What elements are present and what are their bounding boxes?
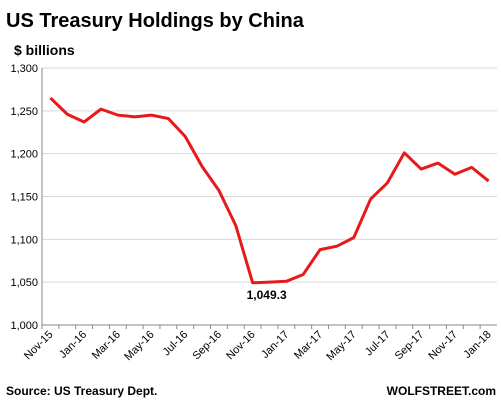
y-tick-label: 1,000 [10, 320, 38, 332]
x-tick-label: Jan-17 [259, 329, 291, 361]
x-tick-label: Nov-16 [224, 329, 258, 363]
x-tick-label: Nov-17 [426, 329, 460, 363]
x-tick-label: Sep-17 [393, 329, 427, 363]
value-label: 1,049.3 [247, 288, 287, 302]
x-tick-label: Nov-15 [22, 329, 56, 363]
x-tick-label: Mar-16 [90, 329, 123, 362]
unit-label: $ billions [14, 42, 75, 58]
chart-title: US Treasury Holdings by China [6, 10, 305, 32]
y-tick-label: 1,250 [10, 106, 38, 118]
y-tick-label: 1,050 [10, 277, 38, 289]
source: Source: US Treasury Dept. [6, 384, 157, 398]
x-tick-label: Mar-17 [292, 329, 325, 362]
x-tick-label: Jul-16 [161, 329, 191, 359]
x-tick-label: May-17 [324, 329, 358, 363]
x-tick-label: May-16 [122, 329, 156, 363]
x-tick-label: Jan-18 [461, 329, 493, 361]
x-tick-label: Sep-16 [190, 329, 224, 363]
y-tick-label: 1,300 [10, 63, 38, 75]
x-tick-label: Jan-16 [57, 329, 89, 361]
y-tick-label: 1,100 [10, 234, 38, 246]
y-tick-label: 1,150 [10, 192, 38, 204]
x-tick-label: Jul-17 [363, 329, 393, 359]
credit: WOLFSTREET.com [387, 384, 496, 398]
y-tick-label: 1,200 [10, 149, 38, 161]
line [49, 96, 490, 285]
